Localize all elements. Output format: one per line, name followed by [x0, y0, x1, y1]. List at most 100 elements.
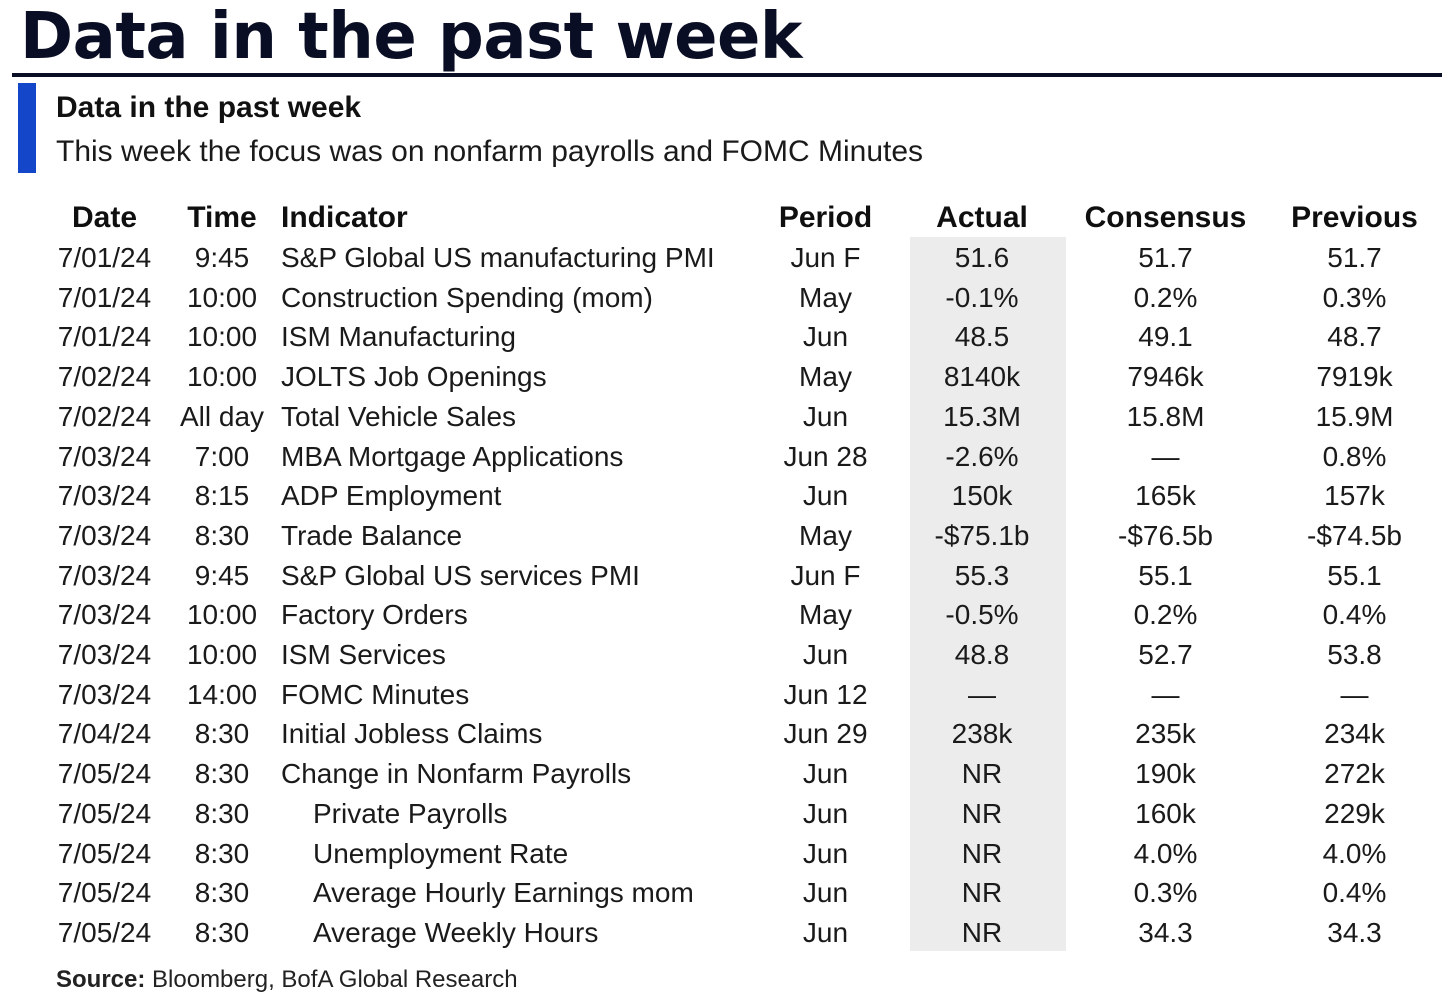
- cell-actual: NR: [961, 916, 1003, 948]
- cell-actual: 55.3: [954, 559, 1010, 591]
- table-row: 7/02/24 All day Total Vehicle Sales Jun 15.3…: [46, 397, 1455, 437]
- cell-consensus: 190k: [1135, 758, 1196, 790]
- cell-date: 7/02/24: [57, 361, 152, 393]
- column-header-date: Date: [71, 201, 138, 234]
- cell-date: 7/01/24: [57, 321, 152, 353]
- cell-date: 7/05/24: [57, 758, 152, 790]
- section-description: This week the focus was on nonfarm payro…: [56, 135, 924, 168]
- cell-indicator: Average Hourly Earnings mom: [313, 877, 694, 909]
- cell-period: Jun 12: [783, 678, 868, 710]
- cell-indicator: Trade Balance: [281, 519, 463, 551]
- cell-actual: NR: [961, 758, 1003, 790]
- cell-period: Jun: [802, 321, 849, 353]
- cell-indicator: Construction Spending (mom): [281, 281, 653, 313]
- cell-actual: -0.5%: [945, 599, 1019, 631]
- cell-period: May: [799, 281, 852, 313]
- cell-time: 8:30: [194, 758, 250, 790]
- column-header-previous: Previous: [1291, 201, 1418, 234]
- cell-period: Jun: [802, 758, 849, 790]
- cell-previous: 55.1: [1327, 559, 1382, 591]
- column-header-period: Period: [778, 201, 873, 234]
- cell-indicator: ADP Employment: [281, 480, 502, 512]
- cell-date: 7/03/24: [57, 599, 152, 631]
- table-row: 7/03/24 8:15 ADP Employment Jun 150k 165k 157k: [46, 476, 1455, 516]
- cell-indicator: Factory Orders: [281, 599, 468, 631]
- table-row: 7/01/24 9:45 S&P Global US manufacturing P…: [46, 238, 1455, 278]
- cell-time: 10:00: [186, 361, 258, 393]
- cell-indicator: Unemployment Rate: [313, 837, 569, 869]
- cell-actual: 51.6: [954, 242, 1010, 273]
- cell-actual: 15.3M: [943, 400, 1021, 432]
- cell-actual: -2.6%: [945, 440, 1019, 472]
- table-row: 7/05/24 8:30 Unemployment Rate Jun NR 4.0% 4.0…: [46, 834, 1455, 874]
- cell-indicator: Private Payrolls: [313, 797, 508, 829]
- cell-period: Jun: [802, 400, 849, 432]
- cell-period: Jun: [802, 837, 849, 869]
- cell-period: Jun: [802, 480, 849, 512]
- cell-previous: 4.0%: [1322, 837, 1387, 869]
- cell-actual: 150k: [951, 480, 1013, 512]
- cell-time: 8:30: [194, 797, 250, 829]
- table-row: 7/03/24 14:00 FOMC Minutes Jun 12 — — —: [46, 675, 1455, 715]
- cell-previous: -$74.5b: [1307, 519, 1402, 551]
- cell-actual: NR: [961, 837, 1003, 869]
- table-row: 7/05/24 8:30 Private Payrolls Jun NR 160k 229k: [46, 794, 1455, 834]
- table-row: 7/05/24 8:30 Average Hourly Earnings mom Ju…: [46, 873, 1455, 913]
- cell-actual: —: [968, 678, 996, 710]
- accent-bar: [18, 83, 36, 173]
- cell-indicator: FOMC Minutes: [281, 678, 470, 710]
- table-row: 7/03/24 10:00 Factory Orders May -0.5% 0.2% 0.…: [46, 595, 1455, 635]
- cell-indicator: S&P Global US manufacturing PMI: [281, 242, 715, 273]
- cell-period: Jun 29: [783, 718, 868, 750]
- cell-actual: NR: [961, 877, 1003, 909]
- cell-previous: 0.3%: [1322, 281, 1387, 313]
- cell-actual: 48.5: [954, 321, 1010, 353]
- table-row: 7/04/24 8:30 Initial Jobless Claims Jun 29 2…: [46, 714, 1455, 754]
- cell-time: 14:00: [186, 678, 258, 710]
- cell-date: 7/05/24: [57, 837, 152, 869]
- table-row: 7/03/24 8:30 Trade Balance May -$75.1b -$76.5…: [46, 516, 1455, 556]
- table-row: 7/03/24 9:45 S&P Global US services PMI Jun…: [46, 556, 1455, 596]
- cell-previous: 0.4%: [1322, 877, 1387, 909]
- cell-time: 10:00: [186, 599, 258, 631]
- cell-period: Jun: [802, 916, 849, 948]
- cell-time: All day: [179, 400, 265, 432]
- cell-date: 7/02/24: [57, 400, 152, 432]
- cell-time: 7:00: [194, 440, 250, 472]
- cell-time: 8:30: [194, 916, 250, 948]
- cell-date: 7/05/24: [57, 877, 152, 909]
- cell-period: May: [799, 361, 852, 393]
- cell-consensus: 51.7: [1138, 242, 1193, 273]
- cell-time: 9:45: [194, 559, 250, 591]
- cell-time: 10:00: [186, 321, 258, 353]
- cell-previous: 272k: [1324, 758, 1385, 790]
- cell-period: May: [799, 519, 852, 551]
- cell-period: Jun: [802, 639, 849, 671]
- cell-date: 7/05/24: [57, 797, 152, 829]
- cell-previous: 48.7: [1327, 321, 1382, 353]
- column-header-consensus: Consensus: [1084, 201, 1247, 234]
- cell-indicator: S&P Global US services PMI: [281, 559, 640, 591]
- cell-previous: 7919k: [1316, 361, 1393, 393]
- cell-consensus: 55.1: [1138, 559, 1193, 591]
- cell-previous: 51.7: [1327, 242, 1382, 273]
- table-row: 7/01/24 10:00 ISM Manufacturing Jun 48.5 49.1…: [46, 317, 1455, 357]
- cell-actual: 238k: [951, 718, 1013, 750]
- cell-consensus: 7946k: [1127, 361, 1204, 393]
- cell-date: 7/03/24: [57, 639, 152, 671]
- section-subtitle: Data in the past week: [56, 91, 362, 124]
- cell-indicator: Initial Jobless Claims: [281, 718, 543, 750]
- cell-period: Jun: [802, 877, 849, 909]
- cell-consensus: 49.1: [1138, 321, 1193, 353]
- cell-date: 7/04/24: [57, 718, 152, 750]
- cell-consensus: 160k: [1135, 797, 1196, 829]
- table-row: 7/02/24 10:00 JOLTS Job Openings May 8140k 79…: [46, 357, 1455, 397]
- cell-previous: 34.3: [1327, 916, 1382, 948]
- cell-date: 7/01/24: [57, 281, 152, 313]
- title-rule: [12, 73, 1442, 77]
- cell-previous: 53.8: [1327, 639, 1382, 671]
- cell-consensus: 0.2%: [1133, 281, 1198, 313]
- cell-actual: -0.1%: [945, 281, 1019, 313]
- cell-previous: 0.4%: [1322, 599, 1387, 631]
- table-body: 7/01/24 9:45 S&P Global US manufacturing P…: [46, 238, 1455, 953]
